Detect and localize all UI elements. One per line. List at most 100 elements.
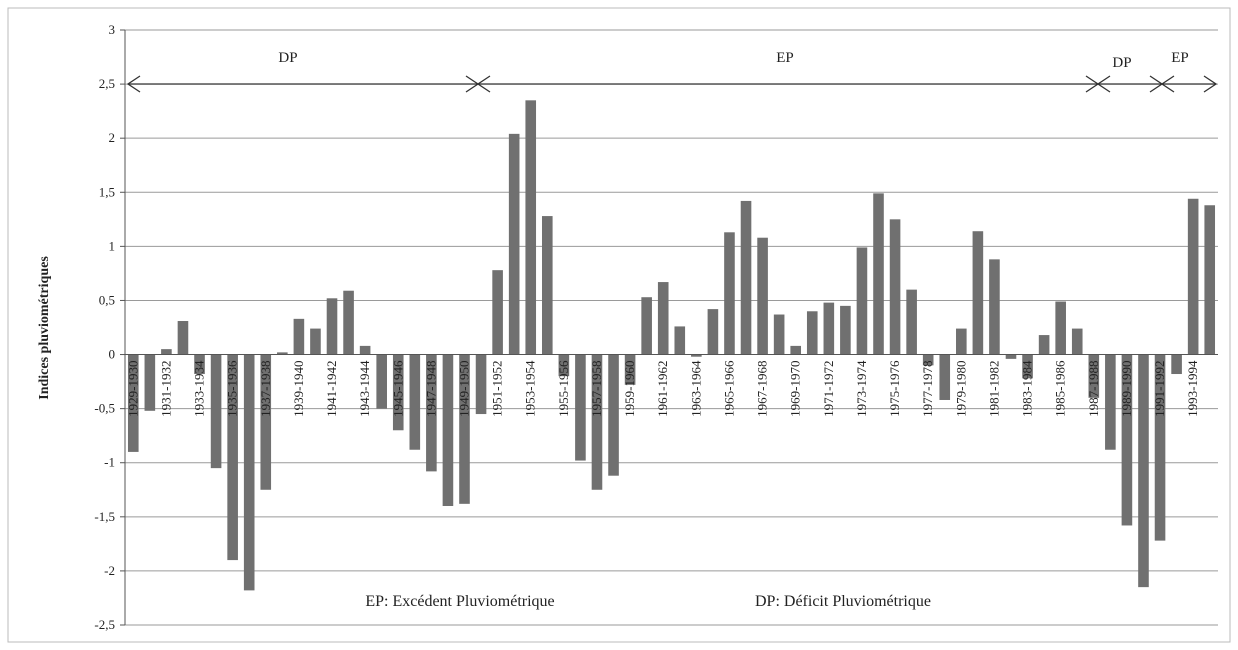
- period-label: DP: [278, 50, 297, 66]
- bar: [492, 270, 503, 355]
- bar: [210, 354, 222, 469]
- x-tick-label: 1983-1984: [1020, 360, 1035, 417]
- y-tick-label: 2: [109, 130, 116, 145]
- bar: [310, 328, 321, 355]
- bar: [757, 237, 768, 355]
- bar: [657, 282, 669, 355]
- x-tick-label: 1977-1978: [920, 361, 935, 417]
- bar: [1187, 198, 1199, 355]
- x-tick-label: 1975-1976: [887, 360, 902, 417]
- bar: [575, 354, 586, 461]
- y-tick-label: -2: [104, 563, 115, 578]
- x-tick-label: 1961-1962: [655, 361, 670, 417]
- x-tick-label: 1967-1968: [755, 361, 770, 417]
- bar: [724, 232, 735, 355]
- annotation: DP: Déficit Pluviométrique: [755, 593, 931, 610]
- period-arrows: [126, 75, 1218, 93]
- period-label: EP: [1171, 50, 1189, 66]
- x-tick-label: 1953-1954: [523, 360, 538, 417]
- bar: [1138, 354, 1149, 588]
- y-tick-label: -1,5: [94, 509, 115, 524]
- bar: [243, 354, 255, 591]
- bar: [442, 354, 454, 506]
- bar: [641, 297, 652, 355]
- bar: [177, 321, 189, 355]
- bar: [459, 354, 470, 504]
- bar: [740, 200, 752, 355]
- x-tick-label: 1973-1974: [854, 360, 869, 417]
- period-label: EP: [776, 50, 794, 66]
- x-tick-label: 1979-1980: [953, 361, 968, 417]
- bar: [674, 326, 686, 355]
- bar: [194, 354, 205, 375]
- x-tick-label: 1993-1994: [1185, 360, 1200, 417]
- x-tick-label: 1955-1956: [556, 360, 571, 417]
- x-tick-label: 1957-1958: [589, 361, 604, 417]
- bar: [840, 305, 851, 355]
- x-tick-label: 1945-1946: [390, 360, 405, 417]
- bar: [856, 247, 868, 355]
- bar: [1204, 205, 1216, 355]
- x-tick-label: 1937-1938: [258, 361, 273, 417]
- bar: [1038, 335, 1050, 355]
- y-tick-label: -2,5: [94, 617, 115, 632]
- x-tick-label: 1987-1988: [1086, 361, 1101, 417]
- x-tick-label: 1947-1948: [423, 361, 438, 417]
- bar: [608, 354, 619, 476]
- bar: [326, 298, 338, 355]
- bar: [227, 354, 238, 561]
- x-tick-label: 1985-1986: [1053, 360, 1068, 417]
- bar: [376, 354, 387, 409]
- bar: [1071, 328, 1083, 355]
- bar: [1055, 301, 1066, 355]
- bar: [1088, 354, 1100, 398]
- bar: [277, 352, 288, 355]
- bar: [508, 133, 520, 355]
- annotation: EP: Excédent Pluviométrique: [365, 593, 554, 610]
- bar: [161, 349, 172, 355]
- x-tick-label: 1963-1964: [688, 360, 703, 417]
- y-tick-label: -1: [104, 455, 115, 470]
- bar: [691, 354, 702, 357]
- y-tick-label: 0,5: [99, 292, 115, 307]
- bar: [558, 354, 570, 377]
- bar: [1105, 354, 1116, 450]
- bar: [591, 354, 603, 490]
- bar: [359, 345, 371, 355]
- x-tick-label: 1989-1990: [1119, 361, 1134, 417]
- bar: [475, 354, 487, 415]
- bar: [939, 354, 951, 400]
- x-tick-label: 1943-1944: [357, 360, 372, 417]
- bar: [823, 302, 835, 355]
- bar: [873, 193, 884, 355]
- x-tick-label: 1933-1934: [192, 360, 207, 417]
- x-tick-label: 1949-1950: [456, 361, 471, 417]
- bar: [889, 219, 901, 355]
- x-tick-label: 1971-1972: [821, 361, 836, 417]
- bar: [426, 354, 437, 472]
- bar: [1121, 354, 1133, 526]
- y-tick-label: 0: [109, 347, 116, 362]
- bar: [343, 290, 354, 355]
- bar: [127, 354, 139, 452]
- x-tick-label: 1931-1932: [158, 361, 173, 417]
- bar: [922, 354, 934, 366]
- bar: [956, 328, 967, 355]
- bar: [806, 311, 818, 355]
- bar: [541, 216, 553, 355]
- bar: [293, 318, 305, 355]
- x-tick-label: 1981-1982: [986, 361, 1001, 417]
- x-tick-label: 1991-1992: [1152, 361, 1167, 417]
- x-tick-label: 1929-1930: [125, 361, 140, 417]
- bar: [525, 100, 537, 355]
- bar: [906, 289, 917, 355]
- y-tick-label: 1,5: [99, 184, 115, 199]
- y-tick-label: 1: [109, 238, 116, 253]
- bar: [392, 354, 404, 431]
- bar: [144, 354, 156, 411]
- x-tick-label: 1935-1936: [225, 360, 240, 417]
- bar: [1171, 354, 1182, 375]
- x-tick-label: 1965-1966: [721, 360, 736, 417]
- bar: [1005, 354, 1017, 359]
